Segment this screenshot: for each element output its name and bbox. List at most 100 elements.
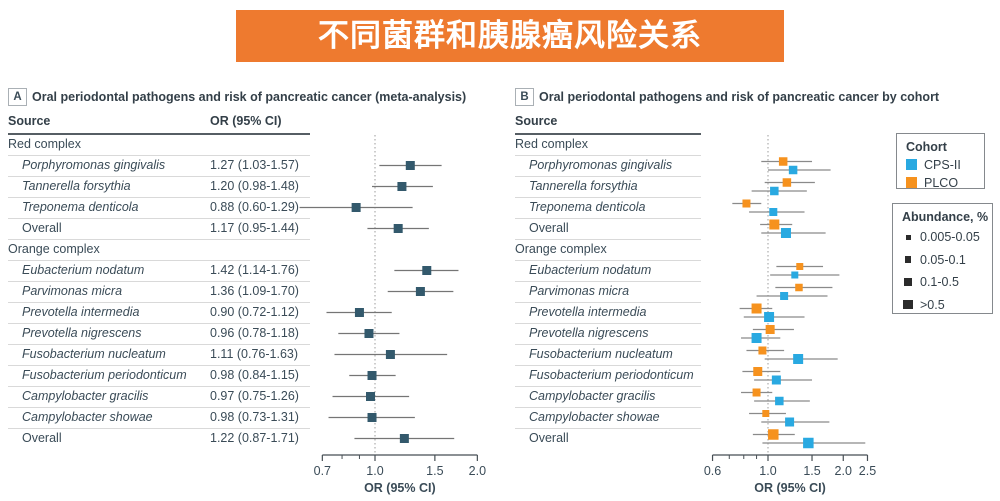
legend-abundance-item-3: 0.1-0.5	[902, 271, 986, 294]
plco-label: PLCO	[924, 176, 959, 190]
or-marker-a	[364, 329, 374, 338]
or-marker-b-plco	[795, 283, 803, 292]
row-label: Eubacterium nodatum	[529, 263, 652, 277]
row-or-value: 0.88 (0.60-1.29)	[210, 200, 299, 214]
axis-tick-label: 1.0	[366, 464, 383, 478]
or-marker-a	[393, 224, 403, 233]
table-row: Tannerella forsythia 1.20 (0.98-1.48)	[8, 176, 310, 198]
row-label: Tannerella forsythia	[529, 179, 638, 193]
or-marker-a	[366, 392, 376, 401]
or-marker-a	[354, 308, 364, 317]
panel-b-tag: B	[515, 88, 534, 106]
table-row: Porphyromonas gingivalis	[515, 155, 701, 177]
legend-abundance-title: Abundance, %	[902, 210, 989, 224]
axis-tick-label: 2.0	[469, 464, 486, 478]
table-row: Overall 1.17 (0.95-1.44)	[8, 218, 310, 240]
legend-cohort-title: Cohort	[906, 140, 947, 154]
table-row: Tannerella forsythia	[515, 176, 701, 198]
table-row: Parvimonas micra 1.36 (1.09-1.70)	[8, 281, 310, 303]
row-or-value: 0.98 (0.73-1.31)	[210, 410, 299, 424]
or-marker-b-plco	[762, 410, 770, 417]
or-marker-b-cps	[764, 312, 775, 322]
row-label: Campylobacter showae	[529, 410, 660, 424]
axis-title-A: OR (95% CI)	[364, 481, 436, 495]
row-label: Parvimonas micra	[22, 284, 123, 298]
or-marker-a	[405, 161, 415, 170]
row-label: Prevotella intermedia	[529, 305, 647, 319]
or-marker-b-plco	[753, 367, 763, 376]
row-label: Fusobacterium periodonticum	[22, 368, 187, 382]
or-marker-b-cps	[791, 271, 799, 279]
row-label: Prevotella nigrescens	[22, 326, 142, 340]
legend-abundance-item-1: 0.005-0.05	[902, 226, 986, 249]
legend-cohort: Cohort CPS-II PLCO	[896, 133, 985, 190]
or-marker-b-cps	[771, 375, 781, 385]
or-marker-a	[422, 266, 432, 275]
or-marker-b-cps	[785, 417, 795, 427]
row-label: Treponema denticola	[22, 200, 139, 214]
or-marker-b-plco	[742, 199, 751, 208]
row-label: Red complex	[515, 137, 588, 151]
row-or-value: 1.22 (0.87-1.71)	[210, 431, 299, 445]
axis-tick-label: 1.5	[803, 464, 820, 478]
abundance-label-1: 0.005-0.05	[920, 230, 980, 244]
or-marker-b-plco	[796, 263, 804, 270]
row-label: Tannerella forsythia	[22, 179, 131, 193]
or-marker-b-cps	[775, 396, 784, 406]
axis-tick-label: 1.0	[759, 464, 776, 478]
table-row: Fusobacterium periodonticum 0.98 (0.84-1.…	[8, 365, 310, 387]
legend-abundance-item-4: >0.5	[902, 294, 986, 317]
table-b-header: Source	[515, 110, 701, 135]
table-row: Campylobacter gracilis	[515, 386, 701, 408]
row-or-value: 0.96 (0.78-1.18)	[210, 326, 299, 340]
table-a-col-or: OR (95% CI)	[210, 114, 282, 128]
row-label: Porphyromonas gingivalis	[529, 158, 673, 172]
row-label: Orange complex	[8, 242, 100, 256]
panel-a-title: Oral periodontal pathogens and risk of p…	[32, 90, 467, 104]
section-row: Red complex	[8, 134, 310, 156]
row-label: Fusobacterium nucleatum	[22, 347, 166, 361]
row-label: Campylobacter gracilis	[22, 389, 149, 403]
legend-item-cps: CPS-II	[906, 156, 978, 174]
row-label: Fusobacterium periodonticum	[529, 368, 694, 382]
table-row: Campylobacter gracilis 0.97 (0.75-1.26)	[8, 386, 310, 408]
row-label: Overall	[529, 431, 569, 445]
or-marker-a	[397, 182, 407, 191]
panel-b-title: Oral periodontal pathogens and risk of p…	[539, 90, 940, 104]
legend-abundance-item-2: 0.05-0.1	[902, 249, 986, 272]
table-row: Campylobacter showae 0.98 (0.73-1.31)	[8, 407, 310, 429]
table-row: Prevotella nigrescens	[515, 323, 701, 345]
panel-a-tag: A	[8, 88, 27, 106]
or-marker-b-plco	[758, 346, 767, 355]
or-marker-b-cps	[803, 437, 814, 449]
abundance-swatch-1-icon	[905, 234, 911, 240]
table-row: Overall	[515, 428, 701, 449]
row-or-value: 0.97 (0.75-1.26)	[210, 389, 299, 403]
or-marker-b-plco	[768, 429, 779, 440]
abundance-label-4: >0.5	[920, 297, 945, 312]
table-row: Overall 1.22 (0.87-1.71)	[8, 428, 310, 449]
table-row: Overall	[515, 218, 701, 240]
abundance-label-2: 0.05-0.1	[920, 252, 966, 267]
table-row: Treponema denticola	[515, 197, 701, 219]
row-or-value: 1.42 (1.14-1.76)	[210, 263, 299, 277]
row-label: Campylobacter showae	[22, 410, 153, 424]
cps-ii-swatch-icon	[906, 159, 917, 171]
row-label: Prevotella nigrescens	[529, 326, 649, 340]
or-marker-b-plco	[752, 388, 761, 397]
row-or-value: 1.11 (0.76-1.63)	[210, 347, 299, 361]
table-a-col-source: Source	[8, 114, 51, 128]
row-label: Overall	[22, 221, 62, 235]
table-row: Prevotella nigrescens 0.96 (0.78-1.18)	[8, 323, 310, 345]
or-marker-a	[399, 434, 409, 443]
row-label: Campylobacter gracilis	[529, 389, 656, 403]
row-label: Prevotella intermedia	[22, 305, 140, 319]
abundance-label-3: 0.1-0.5	[920, 275, 959, 289]
or-marker-b-cps	[770, 186, 779, 196]
main-title-banner: 不同菌群和胰腺癌风险关系	[236, 10, 784, 62]
row-or-value: 1.27 (1.03-1.57)	[210, 158, 299, 172]
table-row: Prevotella intermedia 0.90 (0.72-1.12)	[8, 302, 310, 324]
table-row: Fusobacterium periodonticum	[515, 365, 701, 387]
axis-tick-label: 1.5	[426, 464, 443, 478]
